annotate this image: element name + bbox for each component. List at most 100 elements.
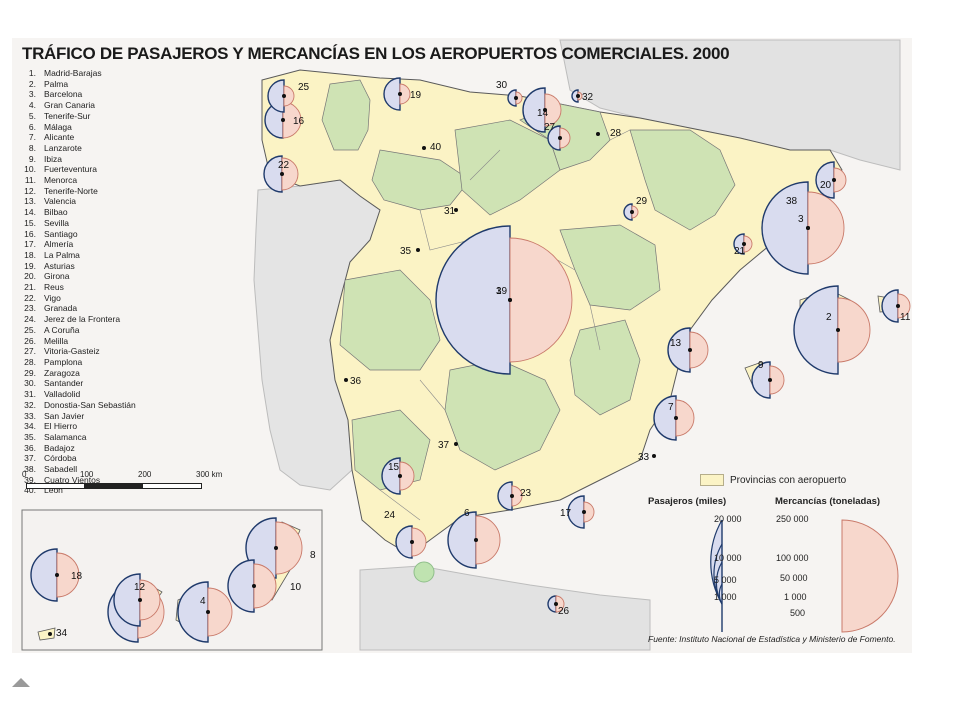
scale-bar: 0 100 200 300 km	[18, 470, 248, 500]
airport-list-item: 23. Granada	[22, 303, 136, 314]
airport-marker-label: 22	[278, 160, 290, 171]
airport-marker-label: 25	[298, 82, 310, 93]
airport-list-item: 31. Valladolid	[22, 389, 136, 400]
airport-number: 3.	[28, 89, 36, 100]
passenger-semicircle	[227, 559, 255, 613]
legend-freight-value: 250 000	[776, 514, 809, 524]
airport-list-item: 22. Vigo	[22, 293, 136, 304]
legend-freight-semicircle	[841, 519, 899, 633]
airport-list-item: 35. Salamanca	[22, 432, 136, 443]
freight-semicircle	[897, 293, 911, 319]
airport-dot	[454, 442, 458, 446]
passenger-semicircle	[567, 495, 585, 529]
airport-dot	[836, 328, 840, 332]
airport-dot	[806, 226, 810, 230]
airport-list-item: 33. San Javier	[22, 411, 136, 422]
airport-dot	[398, 92, 402, 96]
airport-number: 7.	[28, 132, 36, 143]
morocco-landmass	[359, 565, 651, 651]
airport-dot	[543, 108, 547, 112]
airport-name: El Hierro	[44, 421, 78, 432]
airport-number: 40.	[24, 485, 36, 496]
airport-number: 35.	[24, 431, 36, 442]
passenger-semicircle	[383, 77, 401, 111]
airport-number: 39.	[24, 474, 36, 485]
airport-marker-label: 2	[826, 312, 832, 323]
airport-name: Madrid-Barajas	[44, 68, 102, 78]
airport-marker-label: 23	[520, 488, 532, 499]
airport-name: Girona	[44, 271, 70, 282]
airport-marker-label: 37	[438, 440, 450, 451]
airport-dot	[410, 540, 414, 544]
scale-segment	[26, 483, 86, 489]
airport-list-item: 40. León	[22, 485, 136, 496]
airport-name: Bilbao	[44, 207, 68, 218]
airport-name: Granada	[44, 303, 78, 314]
province-no-airport	[559, 224, 661, 311]
airport-marker-label: 18	[71, 571, 83, 582]
airport-name: Valladolid	[44, 389, 81, 400]
airport-name: A Coruña	[44, 324, 80, 335]
legend-symbols	[710, 519, 899, 633]
province-no-airport	[569, 319, 641, 416]
freight-semicircle	[833, 167, 847, 193]
airport-list-item: 26. Melilla	[22, 336, 136, 347]
freight-semicircle	[559, 127, 571, 149]
airport-number: 9.	[28, 153, 36, 164]
airport-marker-label: 29	[636, 196, 648, 207]
airport-list-item: 13. Valencia	[22, 196, 136, 207]
freight-semicircle	[583, 501, 595, 523]
airport-list-item: 4. Gran Canaria	[22, 100, 136, 111]
airport-number: 8.	[28, 142, 36, 153]
passenger-semicircle	[267, 79, 285, 113]
freight-semicircle	[743, 235, 753, 253]
freight-semicircle	[281, 157, 299, 191]
airport-number: 38.	[24, 464, 36, 475]
airport-dot	[558, 136, 562, 140]
airport-dot	[281, 118, 285, 122]
airport-list-item: 11. Menorca	[22, 175, 136, 186]
airport-name: Donostia-San Sebastián	[44, 399, 136, 410]
airport-number: 18.	[24, 249, 36, 260]
airport-name: Menorca	[44, 175, 78, 186]
airport-list-item: 2. Palma	[22, 79, 136, 90]
airport-list-item: 29. Zaragoza	[22, 368, 136, 379]
airport-marker-label: 39	[496, 286, 508, 297]
airport-name: Badajoz	[44, 442, 75, 453]
airport-list-item: 6. Málaga	[22, 122, 136, 133]
passenger-semicircle	[881, 289, 899, 323]
passenger-semicircle	[507, 89, 517, 107]
scroll-up-icon[interactable]	[12, 678, 30, 687]
airport-dot	[554, 602, 558, 606]
airport-dot	[422, 146, 426, 150]
scale-segment	[84, 483, 144, 489]
airport-marker-label: 27	[544, 122, 556, 133]
legend-passengers-title: Pasajeros (miles)	[648, 496, 727, 507]
passenger-semicircle	[571, 89, 579, 103]
airport-list-item: 27. Vitoria-Gasteiz	[22, 346, 136, 357]
legend-passengers-value: 1 000	[714, 592, 737, 602]
airport-number: 24.	[24, 314, 36, 325]
passenger-semicircle	[751, 361, 771, 399]
airport-dot	[280, 172, 284, 176]
airport-number: 15.	[24, 217, 36, 228]
freight-semicircle	[399, 461, 415, 491]
airport-name: Sevilla	[44, 217, 70, 228]
airport-marker-label: 12	[134, 582, 146, 593]
passenger-semicircle	[381, 457, 401, 495]
province-no-airport	[629, 129, 736, 231]
airport-dot	[55, 573, 59, 577]
page-title: TRÁFICO DE PASAJEROS Y MERCANCÍAS EN LOS…	[22, 44, 730, 63]
airport-marker-label: 20	[820, 180, 832, 191]
airport-number: 19.	[24, 260, 36, 271]
airport-dot	[742, 242, 746, 246]
gibraltar-highlight	[413, 561, 435, 583]
airport-list-item: 28. Pamplona	[22, 357, 136, 368]
airport-dot	[652, 454, 656, 458]
airport-dot	[274, 546, 278, 550]
airport-list-item: 10. Fuerteventura	[22, 164, 136, 175]
airport-marker-label: 11	[900, 312, 911, 323]
freight-semicircle	[275, 521, 303, 575]
freight-semicircle	[509, 237, 573, 363]
